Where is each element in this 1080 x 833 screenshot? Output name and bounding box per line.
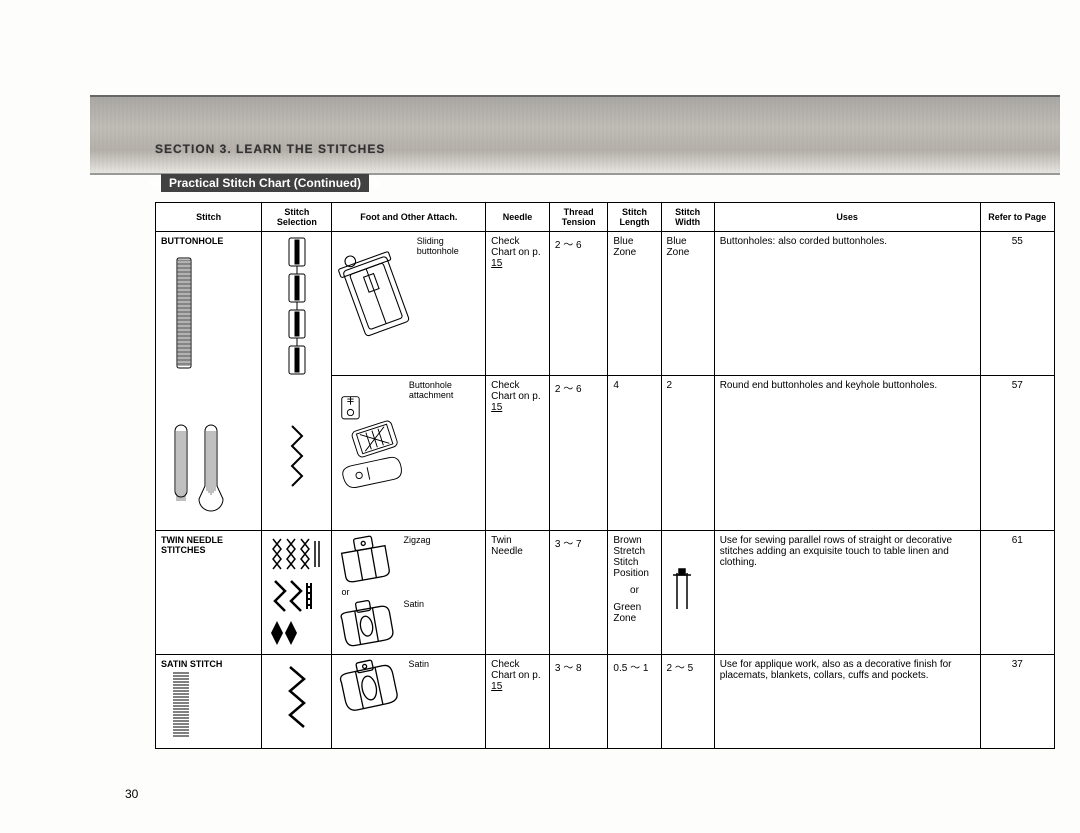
cell-needle: Twin Needle xyxy=(486,531,550,655)
buttonhole-stitch-icon xyxy=(161,246,241,516)
selector-icon-buttonhole: 1 2 3 4 xyxy=(283,236,311,386)
cell-foot: Sliding buttonhole xyxy=(332,232,486,376)
subtitle-text: Practical Stitch Chart (Continued) xyxy=(161,174,369,192)
col-stitch: Stitch xyxy=(156,203,262,232)
foot-label: Satin xyxy=(408,659,429,669)
cell-stitch: SATIN STITCH xyxy=(156,655,262,749)
cell-stitch: TWIN NEEDLE STITCHES xyxy=(156,531,262,655)
col-length: Stitch Length xyxy=(608,203,661,232)
twin-needle-width-icon xyxy=(667,565,697,615)
cell-page: 37 xyxy=(980,655,1054,749)
cell-length: Blue Zone xyxy=(608,232,661,376)
cell-length: Brown Stretch Stitch Position or Green Z… xyxy=(608,531,661,655)
table-row: SATIN STITCH xyxy=(156,655,1055,749)
cell-selection xyxy=(262,531,332,655)
needle-page-link: 15 xyxy=(491,258,502,269)
satin-foot-icon xyxy=(337,659,402,714)
or-text: or xyxy=(341,587,480,597)
svg-text:1: 1 xyxy=(296,250,299,256)
cell-uses: Use for sewing parallel rows of straight… xyxy=(714,531,980,655)
cell-uses: Buttonholes: also corded buttonholes. xyxy=(714,232,980,376)
sliding-buttonhole-foot-icon xyxy=(337,236,412,356)
needle-text: Check Chart on p. xyxy=(491,236,540,258)
needle-text: Check Chart on p. xyxy=(491,659,540,681)
selector-icon-zigzag xyxy=(282,659,312,739)
length-text-2: Green Zone xyxy=(613,602,655,624)
needle-text: Check Chart on p. xyxy=(491,380,540,402)
stitch-name-satin: SATIN STITCH xyxy=(161,659,256,669)
svg-text:2: 2 xyxy=(296,286,299,292)
selector-icon-zigzag-small xyxy=(282,416,312,526)
cell-width: 2 xyxy=(661,375,714,530)
satin-stitch-icon xyxy=(161,669,201,744)
cell-page: 61 xyxy=(980,531,1054,655)
table-row: BUTTONHOLE xyxy=(156,232,1055,376)
cell-width: 2 ～ 5 xyxy=(661,655,714,749)
table-header-row: Stitch Stitch Selection Foot and Other A… xyxy=(156,203,1055,232)
zigzag-foot-icon xyxy=(337,535,397,583)
col-tension: Thread Tension xyxy=(549,203,607,232)
satin-foot-icon xyxy=(337,599,397,647)
cell-foot: Satin xyxy=(332,655,486,749)
cell-tension: 2 ～ 6 xyxy=(549,232,607,376)
cell-foot: Buttonhole attachment xyxy=(332,375,486,530)
twin-needle-pattern-icon xyxy=(269,535,324,650)
length-text-1: Brown Stretch Stitch Position xyxy=(613,535,655,579)
cell-width xyxy=(661,531,714,655)
col-uses: Uses xyxy=(714,203,980,232)
cell-page: 55 xyxy=(980,232,1054,376)
scan-header-band xyxy=(90,95,1060,175)
cell-uses: Round end buttonholes and keyhole button… xyxy=(714,375,980,530)
foot-label: Buttonhole attachment xyxy=(409,380,480,400)
page-number: 30 xyxy=(125,787,138,801)
col-width: Stitch Width xyxy=(661,203,714,232)
stitch-name-buttonhole: BUTTONHOLE xyxy=(161,236,256,246)
cell-needle: Check Chart on p. 15 xyxy=(486,232,550,376)
cell-foot: Zigzag or Satin xyxy=(332,531,486,655)
col-selection: Stitch Selection xyxy=(262,203,332,232)
svg-text:3: 3 xyxy=(296,322,299,328)
subtitle-bar: Practical Stitch Chart (Continued) xyxy=(155,175,375,191)
foot-label: Sliding buttonhole xyxy=(417,236,480,256)
col-needle: Needle xyxy=(486,203,550,232)
cell-tension: 3 ～ 7 xyxy=(549,531,607,655)
cell-length: 0.5 ～ 1 xyxy=(608,655,661,749)
cell-uses: Use for applique work, also as a decorat… xyxy=(714,655,980,749)
cell-stitch: BUTTONHOLE xyxy=(156,232,262,531)
cell-needle: Check Chart on p. 15 xyxy=(486,375,550,530)
foot-label: Zigzag xyxy=(403,535,430,545)
table-row: TWIN NEEDLE STITCHES xyxy=(156,531,1055,655)
needle-page-link: 15 xyxy=(491,681,502,692)
col-foot: Foot and Other Attach. xyxy=(332,203,486,232)
cell-selection xyxy=(262,655,332,749)
cell-width: Blue Zone xyxy=(661,232,714,376)
col-page: Refer to Page xyxy=(980,203,1054,232)
section-header: SECTION 3. LEARN THE STITCHES xyxy=(155,142,385,156)
length-or: or xyxy=(613,585,655,596)
svg-text:4: 4 xyxy=(296,358,299,364)
stitch-chart-table: Stitch Stitch Selection Foot and Other A… xyxy=(155,202,1055,749)
cell-selection: 1 2 3 4 xyxy=(262,232,332,531)
cell-tension: 3 ～ 8 xyxy=(549,655,607,749)
cell-length: 4 xyxy=(608,375,661,530)
cell-needle: Check Chart on p. 15 xyxy=(486,655,550,749)
foot-label: Satin xyxy=(403,599,424,609)
cell-page: 57 xyxy=(980,375,1054,530)
buttonhole-attachment-icon xyxy=(337,380,404,510)
stitch-name-twin: TWIN NEEDLE STITCHES xyxy=(161,535,256,555)
needle-page-link: 15 xyxy=(491,402,502,413)
cell-tension: 2 ～ 6 xyxy=(549,375,607,530)
